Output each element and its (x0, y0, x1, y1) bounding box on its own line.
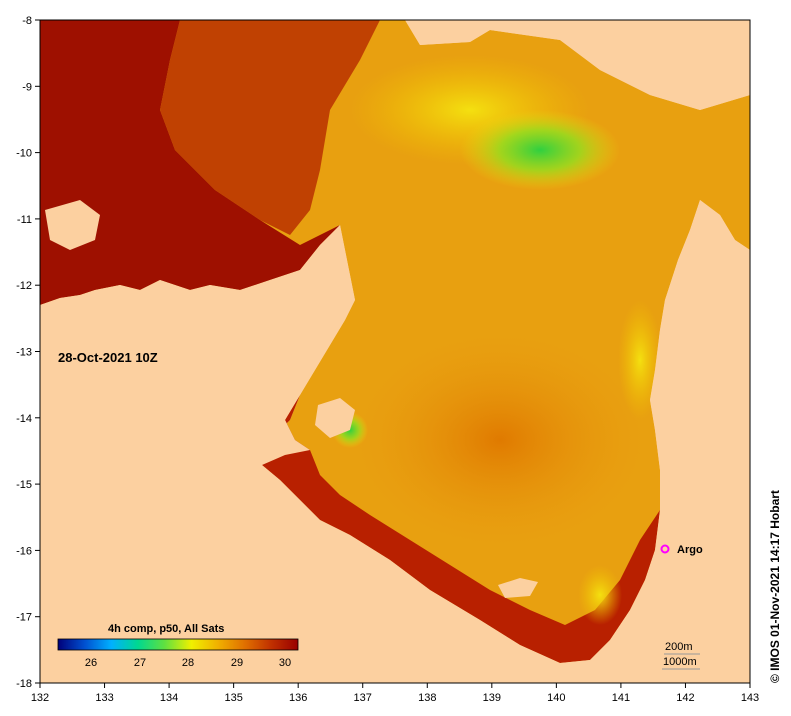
y-tick-label: -10 (16, 148, 32, 160)
y-tick-label: -11 (17, 214, 32, 226)
color-scale-bar (57, 638, 299, 651)
y-tick-label: -16 (16, 545, 32, 557)
groote-eylandt (315, 398, 355, 438)
y-axis: -8 -9 -10 -11 -12 -13 -14 -15 -16 -17 -18 (16, 15, 40, 690)
y-tick-label: -15 (16, 479, 32, 491)
y-tick-label: -18 (16, 678, 32, 690)
arnhem-land (40, 225, 355, 683)
scale-tick-26: 26 (85, 657, 97, 669)
x-tick-label: 142 (676, 692, 694, 704)
cool-water-south (578, 565, 622, 625)
x-tick-label: 141 (612, 692, 630, 704)
x-tick-label: 139 (483, 692, 501, 704)
contour-200m: 200m (665, 641, 693, 653)
x-tick-label: 140 (547, 692, 565, 704)
cool-water-green (460, 110, 620, 190)
y-tick-label: -14 (16, 413, 32, 425)
y-tick-label: -17 (16, 612, 32, 624)
x-tick-label: 138 (418, 692, 436, 704)
y-tick-label: -12 (16, 280, 32, 292)
warm-water-gulf-coast (262, 395, 660, 663)
new-guinea (405, 20, 750, 110)
credit-label: © IMOS 01-Nov-2021 14:17 Hobart (768, 490, 782, 683)
southern-coast (250, 465, 560, 683)
cape-york (540, 200, 750, 683)
contour-legend: 200m 1000m (662, 641, 700, 670)
melville-island (45, 200, 100, 250)
x-tick-label: 134 (160, 692, 178, 704)
warm-water-west (40, 20, 340, 305)
contour-1000m: 1000m (663, 656, 697, 668)
x-tick-label: 133 (95, 692, 113, 704)
y-tick-label: -13 (16, 347, 32, 359)
warm-water-northwest (160, 20, 380, 235)
scale-tick-27: 27 (134, 657, 146, 669)
x-tick-label: 132 (31, 692, 49, 704)
mornington-island (498, 578, 538, 598)
scale-tick-30: 30 (279, 657, 291, 669)
scale-tick-28: 28 (182, 657, 194, 669)
cool-water-east-coast (618, 300, 662, 420)
color-scale-title: 4h comp, p50, All Sats (108, 623, 224, 635)
map-area: Argo 28-Oct-2021 10Z 200m 1000m 4h comp,… (40, 20, 750, 683)
x-tick-label: 137 (354, 692, 372, 704)
argo-label: Argo (677, 544, 703, 556)
y-tick-label: -8 (22, 15, 32, 27)
x-tick-label: 143 (741, 692, 759, 704)
color-scale: 4h comp, p50, All Sats 26 27 28 29 30 (57, 623, 299, 669)
scale-tick-29: 29 (231, 657, 243, 669)
warm-water-gulf (350, 330, 650, 550)
x-axis: 132 133 134 135 136 137 138 139 140 141 142 143 (31, 683, 759, 704)
x-tick-label: 135 (224, 692, 242, 704)
y-tick-label: -9 (22, 81, 32, 93)
argo-marker: Argo (660, 544, 703, 556)
x-tick-label: 136 (289, 692, 307, 704)
date-label: 28-Oct-2021 10Z (58, 350, 158, 365)
